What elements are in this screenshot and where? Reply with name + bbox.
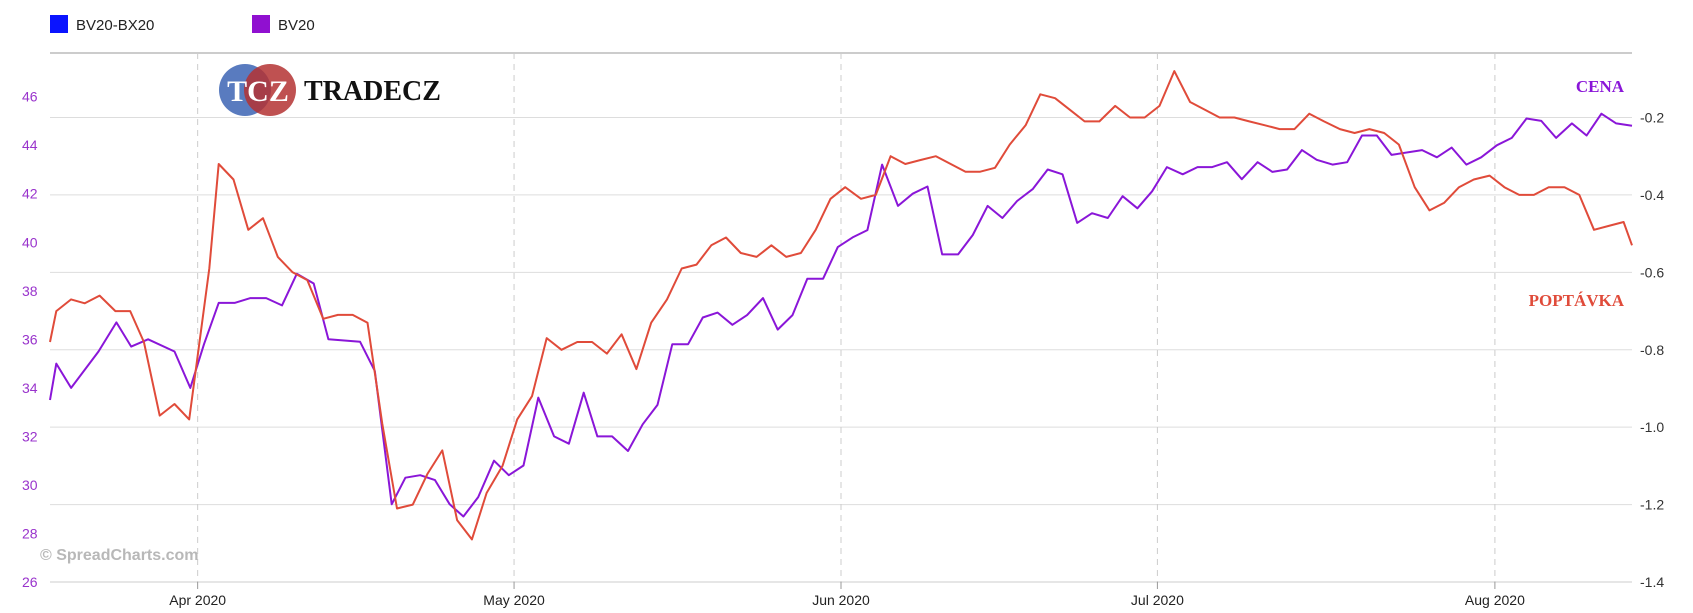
- series-line-bv20[interactable]: [49, 112, 1633, 518]
- y-right-tick-label: -0.4: [1640, 187, 1664, 203]
- x-tick-label: Apr 2020: [169, 592, 226, 608]
- legend-swatch-price: [252, 15, 270, 33]
- logo-circle-red: [244, 64, 296, 116]
- y-axis-right: -0.2 -0.4 -0.6 -0.8 -1.0 -1.2 -1.4: [1640, 110, 1664, 590]
- y-left-tick-label: 40: [22, 234, 38, 250]
- y-left-tick-label: 30: [22, 477, 38, 493]
- y-left-tick-label: 36: [22, 331, 38, 347]
- annotation-cena: CENA: [1576, 77, 1625, 96]
- y-left-tick-label: 32: [22, 428, 38, 444]
- legend: BV20-BX20 BV20: [50, 15, 315, 34]
- logo-name-text: TRADECZ: [304, 76, 441, 107]
- legend-label-spread: BV20-BX20: [76, 17, 154, 34]
- watermark: © SpreadCharts.com: [40, 547, 199, 564]
- y-right-tick-label: -0.2: [1640, 110, 1664, 126]
- grid: [50, 53, 1632, 583]
- y-right-tick-label: -1.2: [1640, 497, 1664, 513]
- tradecz-logo: TCZ TRADECZ: [219, 64, 441, 116]
- x-axis: Apr 2020 May 2020 Jun 2020 Jul 2020 Aug 2020: [50, 581, 1632, 608]
- x-tick-label: May 2020: [483, 592, 545, 608]
- y-right-tick-label: -0.6: [1640, 264, 1664, 280]
- annotation-poptavka: POPTÁVKA: [1529, 291, 1625, 310]
- series-line-bv20-bx20[interactable]: [49, 70, 1633, 541]
- y-left-tick-label: 44: [22, 137, 38, 153]
- y-left-tick-label: 28: [22, 525, 38, 541]
- y-right-tick-label: -1.4: [1640, 574, 1664, 590]
- y-left-tick-label: 42: [22, 186, 38, 202]
- legend-label-price: BV20: [278, 17, 315, 34]
- y-left-tick-label: 46: [22, 89, 38, 105]
- logo-badge-text: TCZ: [227, 75, 289, 108]
- y-left-tick-label: 26: [22, 574, 38, 590]
- series-layer: [49, 70, 1633, 541]
- legend-item-price[interactable]: BV20: [252, 15, 315, 34]
- legend-item-spread[interactable]: BV20-BX20: [50, 15, 154, 34]
- y-axis-left: 26 28 30 32 34 36 38 40 42 44 46: [22, 89, 38, 590]
- y-left-tick-label: 38: [22, 283, 38, 299]
- y-right-tick-label: -1.0: [1640, 419, 1664, 435]
- x-tick-label: Jul 2020: [1131, 592, 1184, 608]
- y-right-tick-label: -0.8: [1640, 342, 1664, 358]
- legend-swatch-spread: [50, 15, 68, 33]
- x-tick-label: Jun 2020: [812, 592, 870, 608]
- x-tick-label: Aug 2020: [1465, 592, 1525, 608]
- y-left-tick-label: 34: [22, 380, 38, 396]
